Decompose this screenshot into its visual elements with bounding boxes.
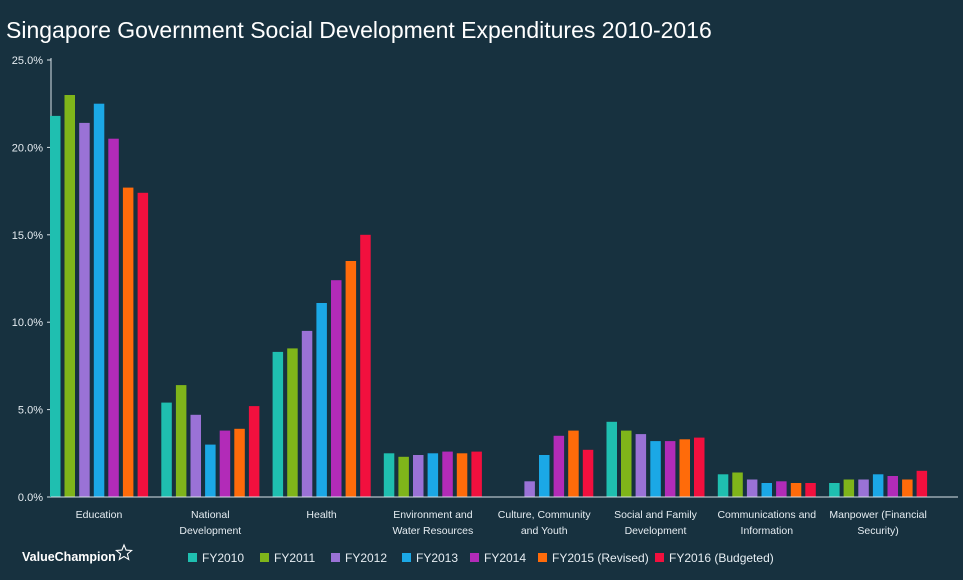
bar — [829, 483, 840, 497]
x-tick-label: Environment and — [393, 509, 473, 521]
y-tick-label: 20.0% — [12, 142, 43, 154]
x-tick-label: Information — [741, 525, 794, 537]
legend-swatch — [260, 553, 269, 562]
y-tick-label: 10.0% — [12, 317, 43, 329]
bar — [287, 348, 298, 497]
bar — [234, 428, 245, 497]
legend-swatch — [470, 553, 479, 562]
bar — [456, 453, 468, 497]
y-tick-label: 0.0% — [18, 492, 43, 504]
x-tick-label: Social and Family — [614, 509, 698, 521]
bar — [902, 479, 913, 497]
bar — [553, 435, 565, 497]
legend: FY2010 FY2011 FY2012 FY2013 FY2014 FY2015 (Re… — [188, 551, 774, 565]
legend-swatch — [655, 553, 664, 562]
bar — [398, 456, 409, 497]
bar — [360, 234, 371, 498]
x-tick-label: Water Resources — [393, 525, 474, 537]
legend-swatch — [402, 553, 411, 562]
bar — [746, 479, 758, 497]
x-tick-label: Education — [76, 509, 123, 521]
bar — [568, 430, 579, 497]
bar — [93, 103, 105, 497]
bar — [606, 421, 617, 497]
bar — [776, 481, 787, 497]
x-tick-label: Culture, Community — [498, 509, 592, 521]
x-tick-label: Communications and — [717, 509, 816, 521]
bar — [761, 483, 772, 497]
x-tick-label: Health — [306, 509, 337, 521]
x-tick-label: and Youth — [521, 525, 568, 537]
bar — [790, 483, 802, 497]
bar — [427, 453, 439, 497]
legend-label: FY2014 — [484, 551, 526, 565]
bar — [383, 453, 395, 497]
chart-title: Singapore Government Social Development … — [6, 17, 712, 43]
bar — [858, 479, 869, 497]
bar — [524, 481, 535, 497]
bar — [582, 449, 594, 497]
bar — [331, 280, 342, 497]
bar — [664, 441, 676, 497]
bar — [219, 430, 231, 497]
bar — [137, 192, 149, 498]
bar — [635, 434, 647, 497]
bar — [471, 451, 482, 497]
legend-label: FY2011 — [274, 551, 315, 565]
bar — [872, 474, 884, 497]
brand-name: ValueChampion — [22, 550, 116, 564]
bar — [413, 455, 424, 497]
bar — [887, 476, 898, 497]
bar — [190, 414, 201, 497]
x-tick-label: Development — [179, 525, 241, 537]
bar — [732, 472, 743, 497]
bar — [79, 122, 90, 498]
bar — [843, 479, 855, 497]
legend-label: FY2016 (Budgeted) — [669, 551, 774, 565]
bar — [650, 441, 661, 497]
bar — [175, 385, 187, 497]
legend-swatch — [188, 553, 197, 562]
bar — [248, 406, 260, 497]
bar — [694, 437, 705, 497]
x-tick-label: Manpower (Financial — [829, 509, 926, 521]
bar — [916, 470, 928, 497]
legend-label: FY2015 (Revised) — [552, 551, 649, 565]
bar — [301, 330, 313, 497]
y-tick-label: 15.0% — [12, 230, 43, 242]
legend-label: FY2010 — [202, 551, 244, 565]
bar — [539, 455, 550, 497]
bar — [108, 138, 119, 497]
bar — [442, 451, 453, 497]
bar — [64, 95, 75, 497]
bar — [50, 115, 61, 498]
brand-logo: ValueChampion — [22, 543, 133, 564]
bar — [122, 187, 134, 497]
y-tick-label: 25.0% — [12, 55, 43, 67]
bar — [717, 474, 729, 497]
bars — [50, 95, 928, 498]
bar — [679, 439, 690, 497]
y-axis: 0.0% 5.0% 10.0% 15.0% 20.0% 25.0% — [12, 55, 52, 504]
legend-swatch — [538, 553, 547, 562]
x-axis: Education National Development Health Enviro… — [51, 496, 958, 537]
legend-swatch — [331, 553, 340, 562]
star-icon — [115, 543, 133, 561]
x-tick-label: Security) — [857, 525, 898, 537]
bar — [205, 444, 216, 497]
bar — [345, 261, 357, 497]
legend-label: FY2012 — [345, 551, 387, 565]
bar — [161, 402, 172, 497]
x-tick-label: National — [191, 509, 230, 521]
legend-label: FY2013 — [416, 551, 458, 565]
bar — [621, 430, 632, 497]
bar — [316, 303, 327, 497]
bar — [805, 483, 816, 497]
y-tick-label: 5.0% — [18, 405, 43, 417]
bar — [272, 351, 284, 497]
x-tick-label: Development — [625, 525, 687, 537]
